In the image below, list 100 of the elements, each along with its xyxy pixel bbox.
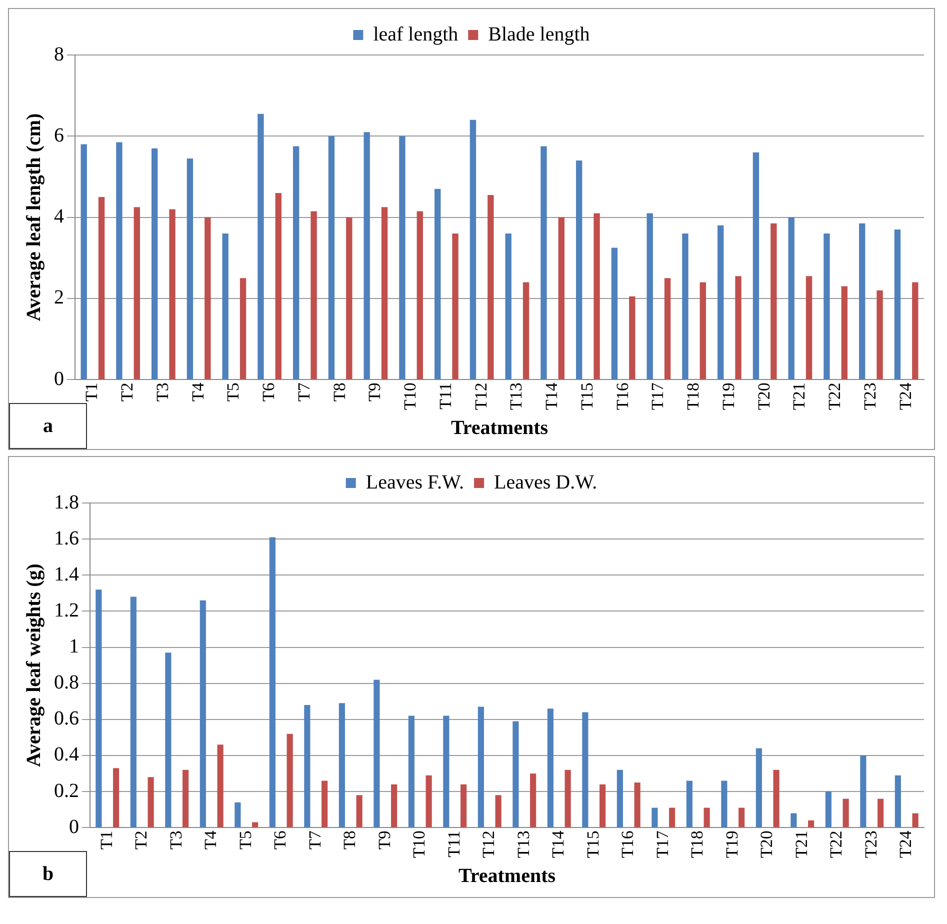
x-tick-label: T5	[224, 382, 243, 402]
bar	[806, 276, 812, 380]
y-tick-label: 0.8	[54, 672, 79, 694]
y-tick-label: 1.2	[54, 599, 79, 622]
y-tick-label: 4	[54, 206, 64, 228]
x-tick-label: T22	[825, 382, 844, 410]
bar	[338, 703, 345, 828]
bar	[682, 234, 688, 380]
x-tick-label: T20	[754, 382, 774, 410]
bar	[470, 120, 476, 380]
x-tick-label: T1	[96, 830, 116, 850]
bar	[616, 770, 623, 828]
x-tick-label: T4	[188, 382, 208, 402]
bar	[669, 808, 676, 828]
x-tick-label: T2	[118, 382, 137, 402]
bar	[824, 234, 830, 380]
x-tick-label: T2	[132, 830, 151, 850]
bar	[652, 808, 658, 828]
bar	[391, 784, 398, 828]
bar	[505, 234, 512, 380]
bar	[721, 780, 728, 828]
bar	[148, 777, 154, 828]
bar	[96, 590, 102, 828]
x-axis-title: Treatments	[458, 865, 556, 888]
bar	[790, 813, 797, 828]
bar	[629, 296, 636, 380]
x-tick-label: T22	[826, 830, 846, 858]
bar	[530, 774, 536, 828]
bar	[165, 652, 172, 828]
bar	[686, 780, 692, 828]
bar	[134, 207, 140, 380]
bar	[222, 234, 228, 380]
bar	[576, 160, 582, 380]
bar	[825, 792, 832, 828]
bar	[80, 144, 87, 380]
bar	[293, 146, 300, 380]
x-axis-title: Treatments	[450, 417, 548, 440]
legend-label: leaf length	[373, 23, 458, 46]
bar	[200, 600, 206, 828]
bar	[664, 278, 671, 380]
x-tick-label: T12	[479, 830, 498, 858]
y-axis-title: Average leaf length (cm)	[23, 113, 46, 322]
x-tick-label: T16	[618, 830, 638, 858]
x-tick-label: T17	[648, 382, 668, 410]
x-tick-label: T6	[259, 382, 278, 402]
x-tick-label: T23	[860, 382, 880, 410]
y-tick-label: 2	[54, 286, 64, 309]
text: a	[9, 403, 87, 449]
bar	[594, 213, 600, 380]
bar	[416, 211, 423, 380]
bar	[756, 748, 762, 828]
bar	[322, 780, 328, 828]
y-tick-label: 0.4	[54, 744, 79, 766]
x-tick-label: T19	[722, 830, 742, 858]
bar	[564, 770, 571, 828]
bar	[304, 704, 310, 828]
bar	[841, 286, 848, 380]
bar	[258, 114, 264, 380]
bar	[912, 813, 918, 828]
bar	[443, 716, 450, 828]
bar	[182, 770, 189, 828]
x-tick-label: T11	[436, 382, 455, 410]
bar	[478, 706, 484, 828]
x-tick-label: T21	[790, 382, 809, 410]
x-tick-label: T15	[583, 830, 602, 858]
x-tick-label: T13	[514, 830, 533, 858]
bar	[770, 223, 777, 380]
bar	[700, 282, 706, 380]
bar	[217, 744, 224, 828]
text: b	[9, 851, 87, 897]
x-tick-label: T23	[861, 830, 880, 858]
y-tick-label: 0	[69, 816, 79, 838]
y-axis-title: Average leaf weights (g)	[23, 564, 46, 768]
bar	[275, 192, 282, 380]
bar	[328, 136, 335, 380]
x-tick-label: T8	[340, 830, 360, 850]
bar	[808, 820, 814, 828]
bar	[876, 290, 883, 380]
bar	[634, 782, 640, 828]
bar	[204, 217, 211, 380]
bar	[738, 808, 745, 828]
bar	[735, 276, 742, 380]
bar	[434, 188, 441, 380]
bar	[646, 213, 653, 380]
x-tick-label: T18	[688, 830, 707, 858]
x-tick-label: T16	[612, 382, 632, 410]
bar	[234, 802, 241, 828]
x-tick-label: T8	[330, 382, 349, 402]
bar	[495, 795, 502, 828]
x-tick-label: T10	[410, 830, 429, 858]
bar	[130, 596, 136, 828]
bar	[113, 768, 120, 828]
x-tick-label: T19	[718, 382, 738, 410]
bar	[859, 223, 866, 380]
legend-label: Blade length	[488, 23, 590, 46]
x-tick-label: T3	[152, 382, 172, 402]
bar	[408, 716, 414, 828]
bar	[116, 142, 122, 380]
y-tick-label: 0	[54, 368, 64, 390]
x-tick-label: T9	[365, 382, 384, 402]
